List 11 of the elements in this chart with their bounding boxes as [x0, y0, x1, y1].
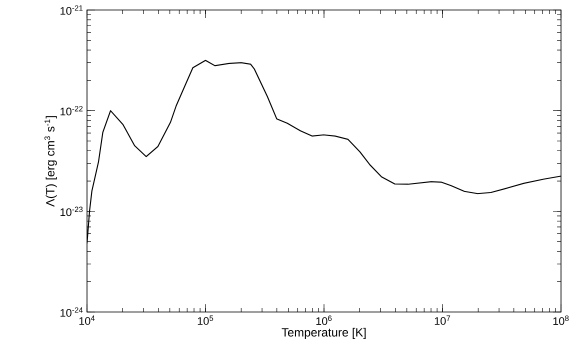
x-tick-label: 10$^{6}$ [316, 316, 332, 325]
x-tick-label: 10$^{7}$ [434, 316, 450, 325]
x-axis-title: Temperature [K] [282, 328, 366, 339]
y-axis-title: Λ(T) [erg cm$^{3}$ s$^{-1}$] [44, 116, 57, 207]
y-tick-label: 10$^{-24}$ [60, 307, 83, 317]
y-tick-label: 10$^{-23}$ [60, 206, 83, 216]
y-tick-label: 10$^{-21}$ [60, 5, 83, 15]
x-tick-label: 10$^{5}$ [198, 316, 214, 325]
x-tick-label: 10$^{8}$ [553, 316, 569, 325]
x-tick-label: 10$^{4}$ [79, 316, 95, 325]
y-tick-label: 10$^{-22}$ [60, 106, 83, 116]
